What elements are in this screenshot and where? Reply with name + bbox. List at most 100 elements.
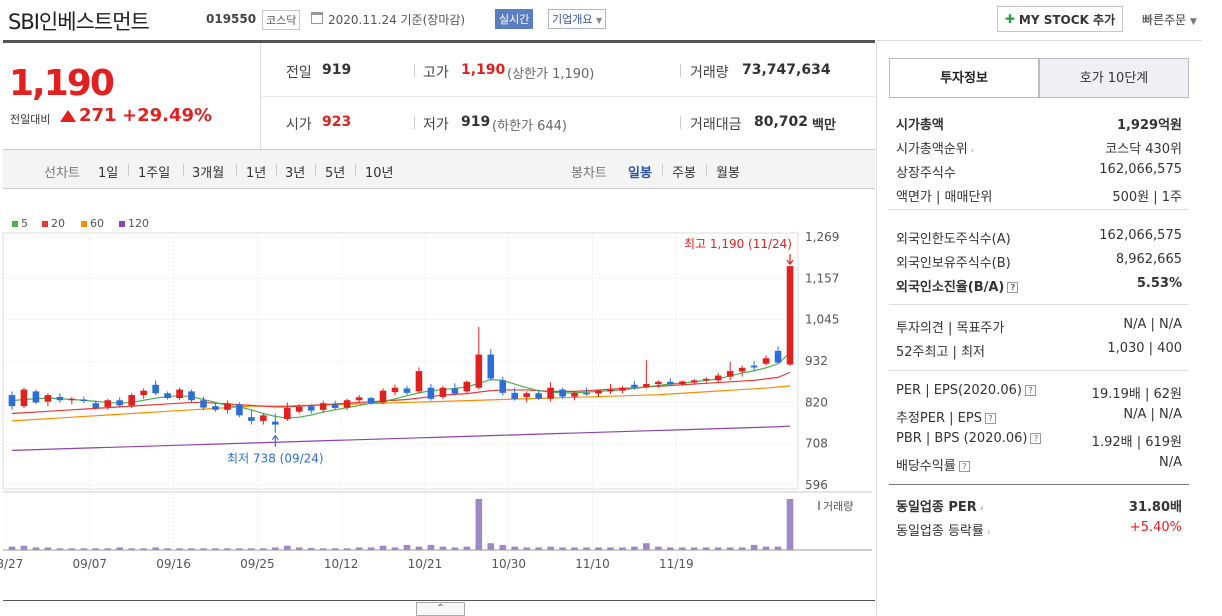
panel-divider [876,43,877,616]
volume-bar [607,547,614,550]
candle-body [32,391,40,403]
period-1y[interactable]: 1년 [246,166,267,181]
quick-order-button[interactable]: 빠른주문 ▼ [1142,11,1197,28]
period-3m[interactable]: 3개월 [192,166,225,181]
x-tick-label: 11/10 [575,557,610,571]
divider [3,600,875,601]
info-value: N/A | N/A [1123,407,1182,422]
candle-monthly[interactable]: 월봉 [716,166,740,181]
info-row: PER | EPS(2020.06)? 19.19배 | 62원 [896,383,1182,402]
candle-body [80,399,88,402]
info-value: 19.19배 | 62원 [1091,387,1182,402]
change-label: 전일대비 [10,113,51,126]
separator [183,164,184,176]
candle-body [295,406,303,412]
volume-bar [128,548,135,550]
y-tick-label: 820 [805,395,828,409]
amount-value: 80,702 [754,114,809,130]
candle-body [499,380,507,393]
period-5y[interactable]: 5년 [325,166,346,181]
volume-bar [583,547,590,550]
x-tick-label: 09/16 [156,557,191,571]
change-value: 271 [79,105,117,126]
volume-bar [643,543,650,550]
help-icon[interactable]: ? [1007,282,1019,293]
help-icon[interactable]: ? [1024,385,1036,396]
period-10y[interactable]: 10년 [365,166,394,181]
min-annotation: 최저 738 (09/24) [227,452,324,466]
info-value: 8,962,665 [1115,252,1182,267]
x-tick-label: 10/12 [324,557,359,571]
separator [315,164,316,176]
volume-bar [678,547,686,550]
y-tick-label: 1,157 [805,271,839,285]
candle-body [56,396,64,401]
legend-label: 120 [128,217,149,230]
period-1d[interactable]: 1일 [98,166,119,181]
stock-title: SBI인베스트먼트 [8,10,150,34]
volume-bar [307,547,315,550]
ma60-line [11,385,791,422]
candle-weekly[interactable]: 주봉 [672,166,696,181]
help-icon[interactable]: ? [984,413,996,424]
info-row: 외국인소진율(B/A)? 5.53% [896,276,1182,295]
period-3y[interactable]: 3년 [285,166,306,181]
candle-daily[interactable]: 일봉 [628,166,652,181]
candle-body [236,404,243,416]
amount-unit: 백만 [812,118,836,133]
info-row: 추정PER | EPS? N/A | N/A [896,407,1182,426]
candle-body [463,381,471,392]
x-tick-label: 09/25 [240,557,275,571]
separator [706,164,707,176]
volume-bar [595,547,602,550]
candle-body [283,407,291,420]
info-value: 5.53% [1136,276,1182,291]
volume-bar [116,547,124,550]
chevron-right-icon[interactable]: › [967,146,975,156]
volume-bar [403,544,411,550]
info-value: +5.40% [1129,520,1182,535]
ma120-line [11,425,791,451]
y-tick-label: 1,045 [805,313,839,327]
info-row: 상장주식수 162,066,575 [896,162,1182,181]
legend-swatch [81,220,87,227]
tab-investment-info[interactable]: 투자정보 [889,58,1039,98]
candle-body [104,400,112,407]
candle-body [451,388,459,394]
candle-body [547,387,554,399]
divider [3,40,875,43]
realtime-button[interactable]: 실시간 [495,9,534,29]
volume-bar [774,546,782,550]
up-arrow-icon [60,110,76,122]
candle-body [272,421,279,425]
info-row: 시가총액 1,929억원 [896,114,1182,133]
info-row: 외국인한도주식수(A) 162,066,575 [896,228,1182,247]
separator [414,116,415,129]
chevron-right-icon[interactable]: › [983,528,991,538]
price-chart[interactable]: 1,269 1,157 1,045 932 820 708 596 08/27 09/07 09/… [0,225,876,600]
divider [889,97,1189,98]
chart-toggle-button[interactable]: ⌃ [416,602,465,616]
volume-bar [272,547,279,550]
change-percent: +29.49% [122,105,213,126]
chevron-down-icon: ▼ [595,16,603,25]
period-1w[interactable]: 1주일 [138,166,171,181]
info-row: 52주최고 | 최저 1,030 | 400 [896,341,1182,360]
volume-label: 거래량 [690,65,729,81]
help-icon[interactable]: ? [958,461,970,472]
candle-body [535,393,542,399]
help-icon[interactable]: ? [1030,433,1042,444]
volume-bar [104,548,112,550]
info-value: 1.92배 | 619원 [1091,435,1182,450]
company-info-dropdown[interactable]: 기업개요 ▼ [548,9,607,29]
info-row: 투자의견 | 목표주가 N/A | N/A [896,317,1182,336]
volume-bar [726,547,734,550]
volume-bar [236,548,243,550]
volume-bar [44,547,52,550]
tab-order-book[interactable]: 호가 10단계 [1039,58,1189,98]
min-arrow-icon [271,434,279,447]
add-mystock-button[interactable]: ✚ MY STOCK 추가 [997,6,1123,32]
volume-bar [176,548,183,550]
candle-body [200,400,207,408]
chevron-right-icon[interactable]: › [976,504,984,514]
